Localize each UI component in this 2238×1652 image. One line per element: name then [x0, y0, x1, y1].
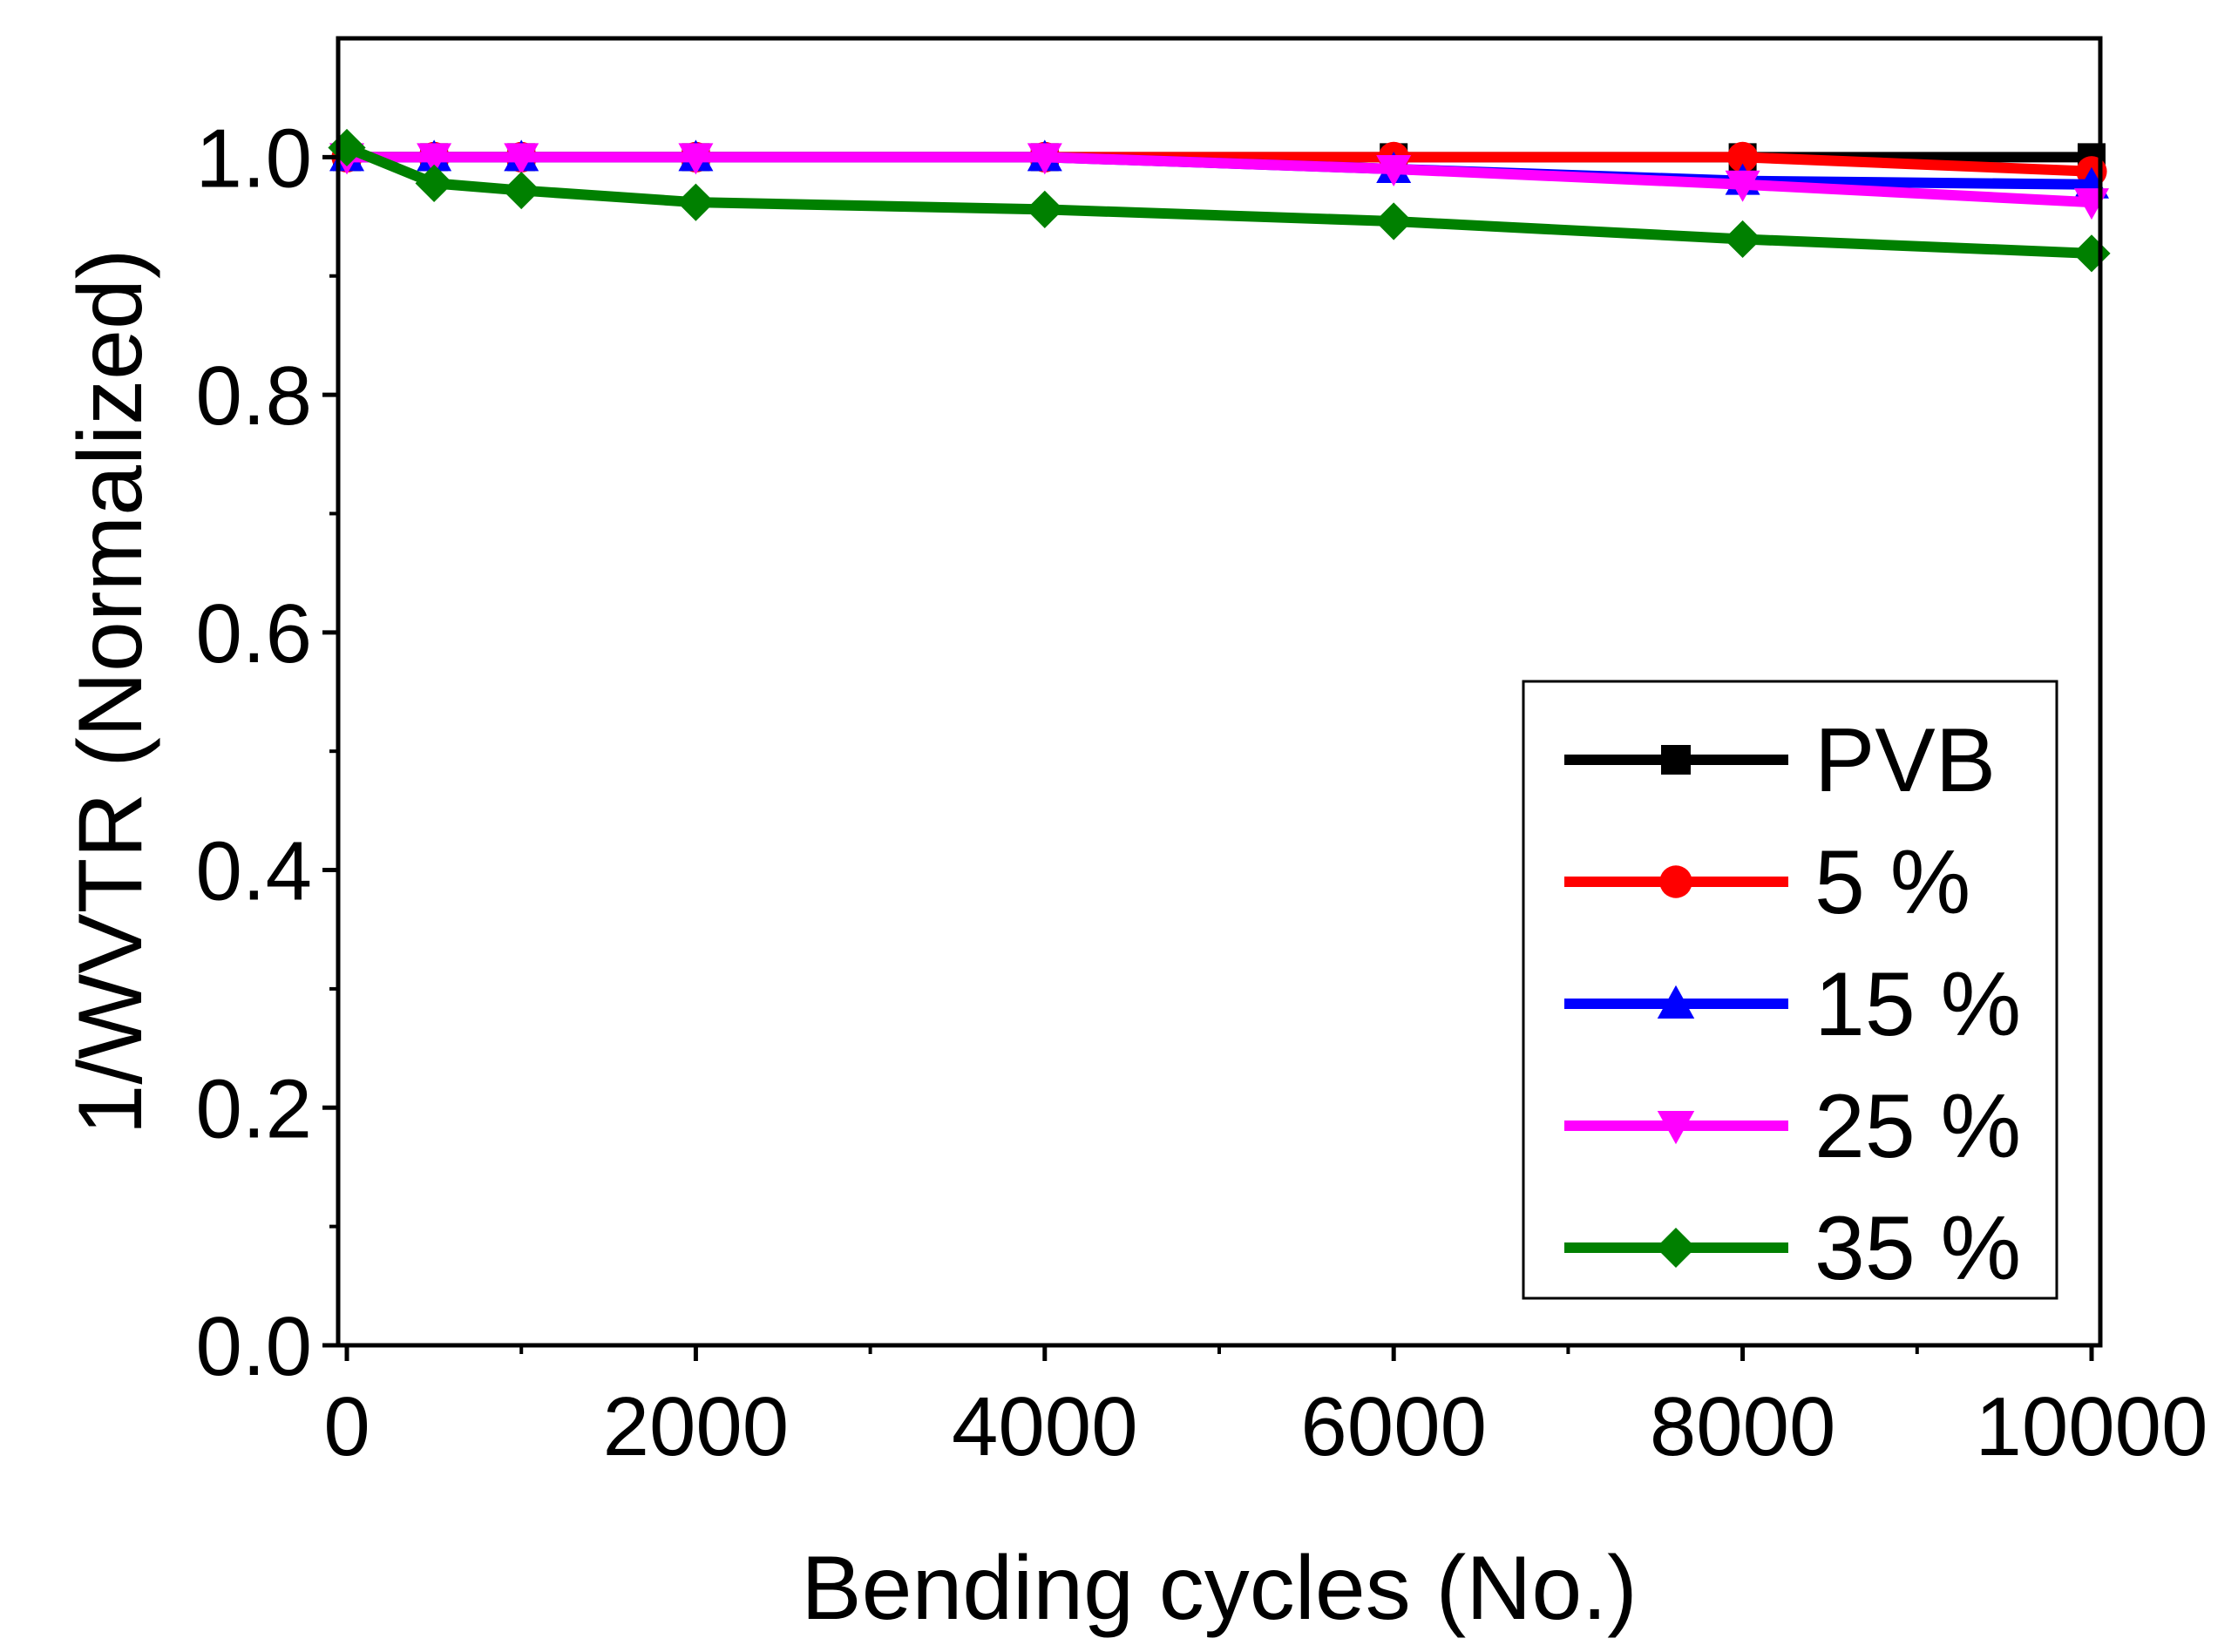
legend-item-3: 25 % — [1564, 1076, 2021, 1177]
y-tick-label: 1.0 — [196, 112, 312, 205]
series-line-3 — [347, 152, 2092, 208]
data-point-3-3 — [678, 143, 714, 175]
data-point-4-3 — [676, 183, 715, 221]
legend-item-1: 5 % — [1564, 832, 1970, 933]
legend-marker-1 — [1659, 865, 1692, 898]
data-point-4-2 — [502, 171, 540, 210]
data-point-4-1 — [415, 164, 453, 202]
legend-item-0: PVB — [1564, 710, 1996, 811]
x-tick-label: 2000 — [603, 1380, 790, 1473]
legend-label-3: 25 % — [1814, 1076, 2021, 1177]
legend-marker-2 — [1657, 985, 1695, 1019]
legend-marker-0 — [1661, 745, 1691, 775]
data-point-1-6 — [1726, 141, 1759, 173]
legend-marker-3 — [1657, 1111, 1695, 1145]
y-tick-label: 0.8 — [196, 349, 312, 443]
y-axis-title: 1/WVTR (Normalized) — [60, 249, 161, 1135]
legend-item-2: 15 % — [1564, 954, 2021, 1055]
legend-label-4: 35 % — [1814, 1198, 2021, 1299]
data-point-3-1 — [417, 143, 452, 175]
data-point-4-4 — [1026, 190, 1064, 228]
y-tick-label: 0.4 — [196, 825, 312, 918]
legend-label-1: 5 % — [1814, 832, 1970, 933]
x-tick-label: 8000 — [1650, 1380, 1836, 1473]
y-tick-label: 0.2 — [196, 1062, 312, 1155]
x-axis-title: Bending cycles (No.) — [801, 1538, 1638, 1639]
data-point-3-5 — [1376, 155, 1412, 186]
y-tick-label: 0.6 — [196, 587, 312, 680]
y-tick-label: 0.0 — [196, 1300, 312, 1393]
legend-item-4: 35 % — [1564, 1198, 2021, 1299]
legend-label-2: 15 % — [1814, 954, 2021, 1055]
data-point-3-4 — [1027, 143, 1062, 175]
data-point-3-6 — [1725, 170, 1760, 202]
legend-box — [1522, 680, 2058, 1300]
axis-layer: 0 2000 4000 6000 8000 10000 0.0 0.2 0.4 0.6 0.8 1.0 — [196, 36, 2208, 1473]
data-point-4-6 — [1723, 220, 1762, 259]
x-tick-label: 4000 — [952, 1380, 1138, 1473]
legend: PVB 5 % 15 % 25 % 35 % — [1522, 680, 2058, 1300]
data-point-3-2 — [504, 143, 539, 175]
x-tick-label: 0 — [323, 1380, 370, 1473]
legend-label-0: PVB — [1814, 710, 1996, 811]
x-tick-label: 10000 — [1976, 1380, 2208, 1473]
data-point-4-5 — [1374, 202, 1413, 240]
legend-marker-4 — [1656, 1228, 1696, 1268]
x-tick-label: 6000 — [1300, 1380, 1487, 1473]
